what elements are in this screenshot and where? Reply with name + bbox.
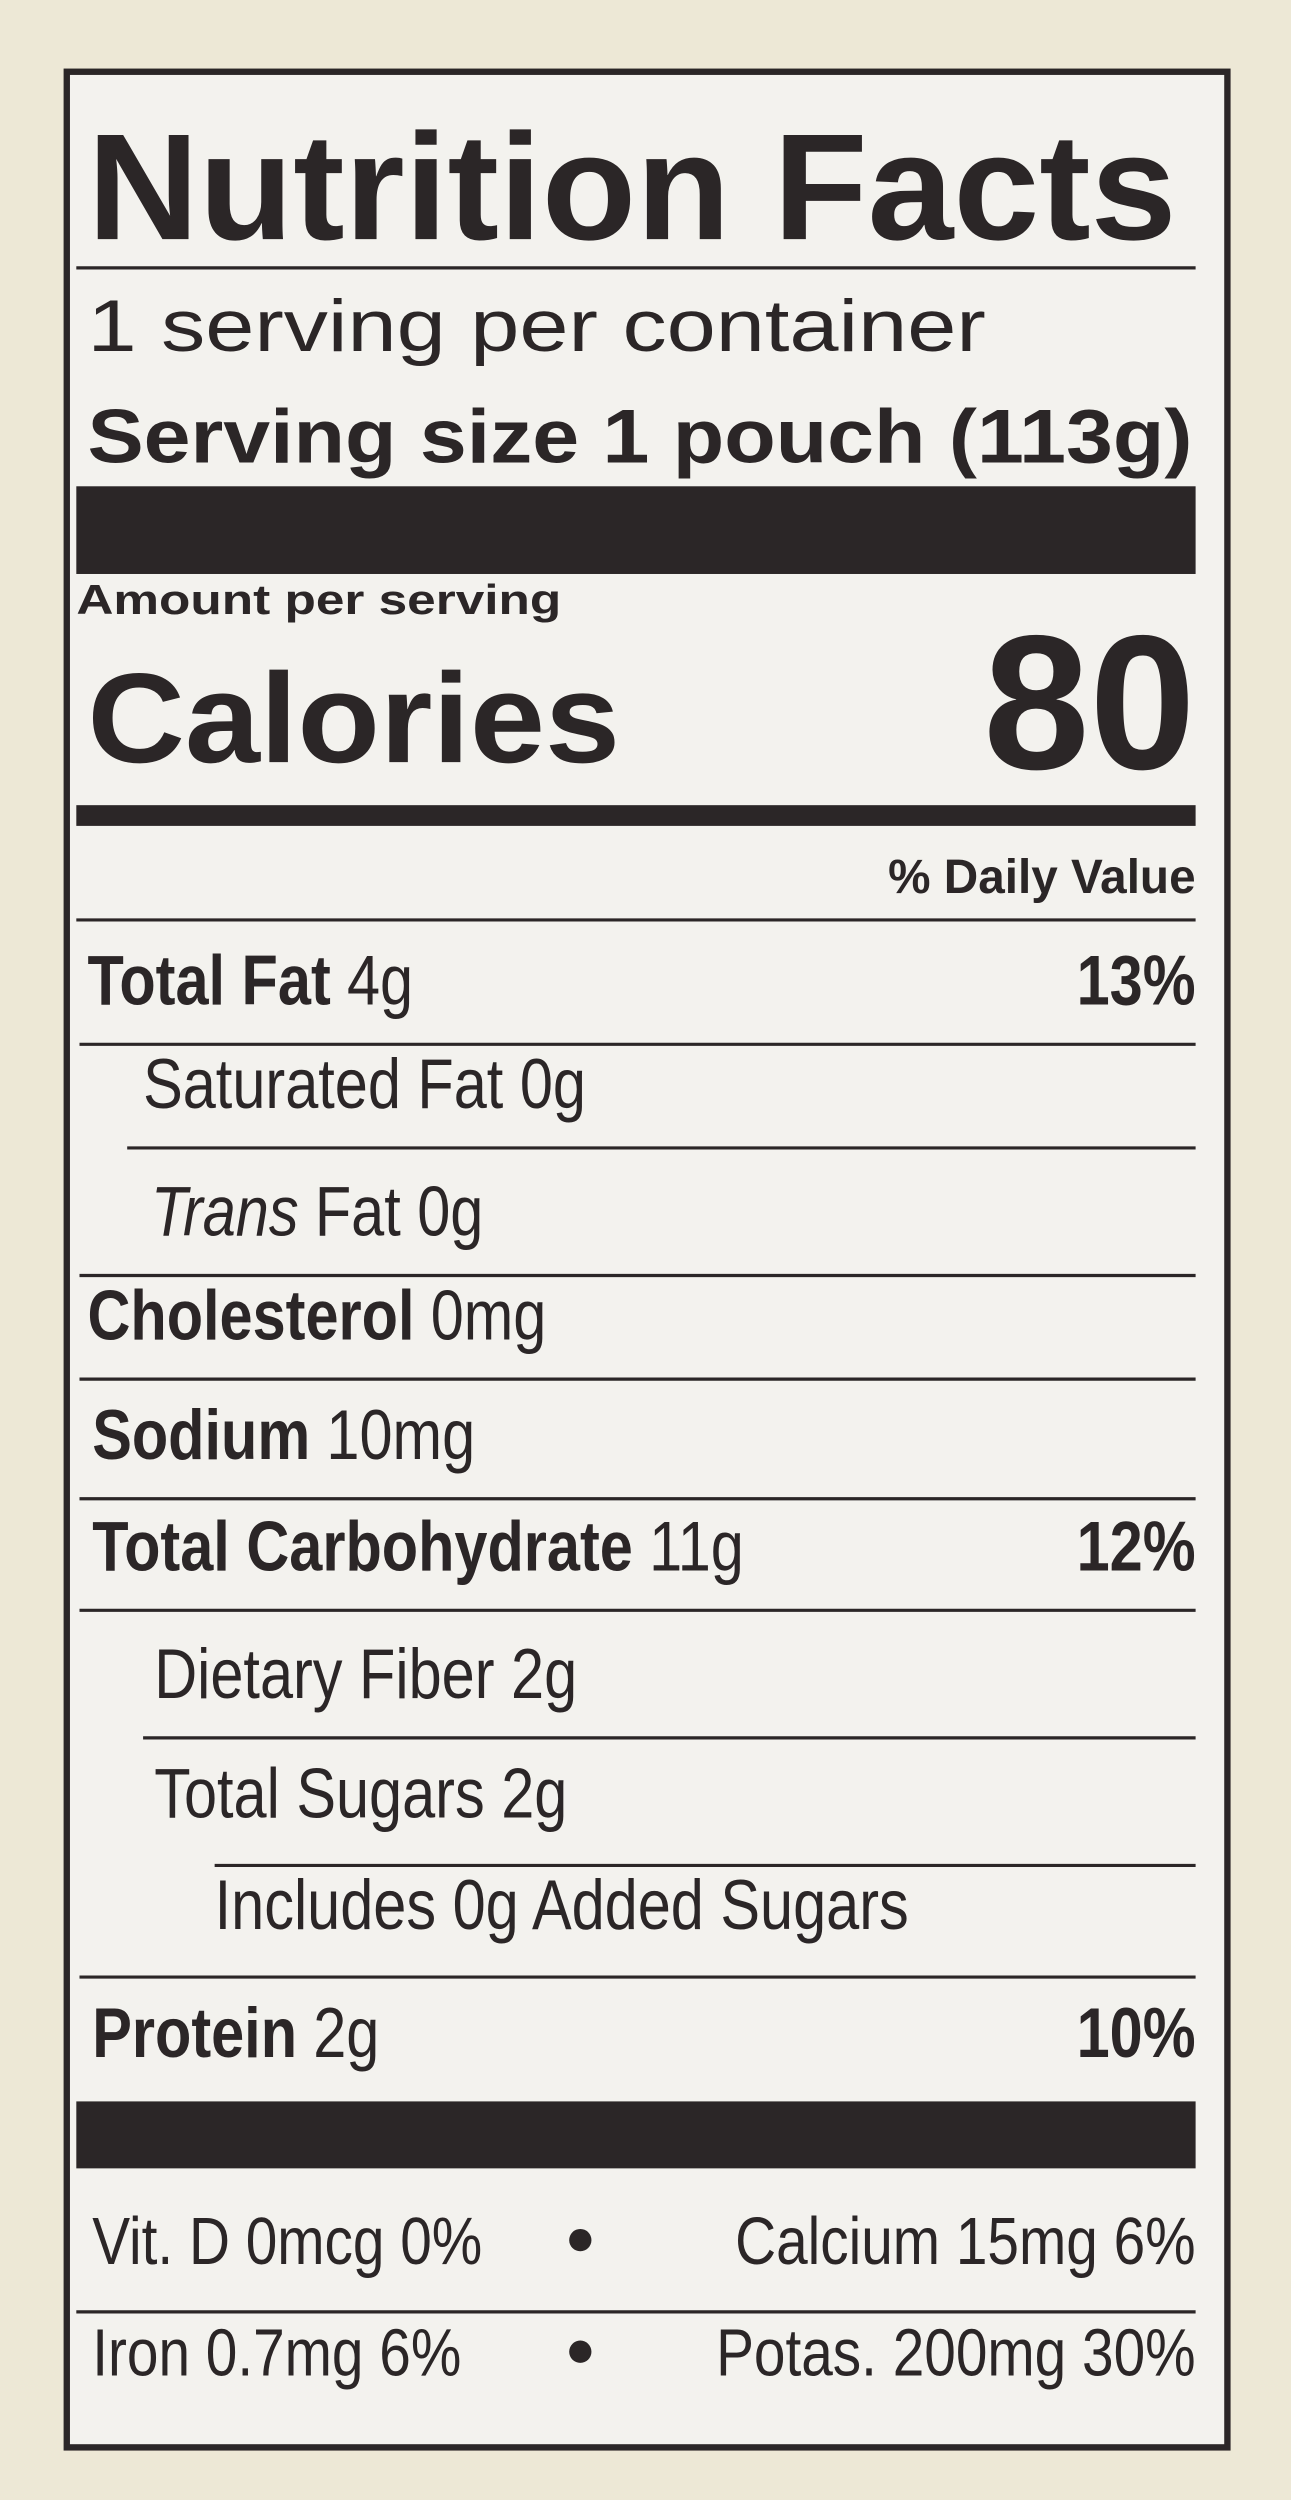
nutrient-amount: 2g xyxy=(313,1993,379,2072)
thick-bar xyxy=(76,2101,1196,2169)
vitamin: Vit. D 0mcg 0% xyxy=(92,2205,482,2279)
nutrient-name: Cholesterol xyxy=(87,1276,414,1355)
nutrient-name: Total Carbohydrate xyxy=(92,1507,633,1586)
nutrient-row: Saturated Fat 0g xyxy=(143,1044,586,1123)
calories-value: 80 xyxy=(983,596,1195,809)
nutrient-amount: 0mg xyxy=(431,1276,547,1355)
nutrient-row: Total Sugars 2g xyxy=(154,1754,567,1833)
daily-value: 12% xyxy=(1077,1507,1196,1586)
amount-per-serving: Amount per serving xyxy=(76,577,561,623)
serving-size: Serving size 1 pouch (113g) xyxy=(87,394,1192,479)
nutrient-amount: 10mg xyxy=(326,1395,475,1474)
medium-bar xyxy=(76,805,1196,826)
nutrient-name: Total Sugars 2g xyxy=(154,1754,567,1833)
nutrient-row: Trans Fat 0g xyxy=(151,1172,483,1251)
nutrient-amount: 4g xyxy=(347,941,413,1020)
nutrient-row: Sodium 10mg xyxy=(92,1395,475,1474)
servings: 1 serving per container xyxy=(87,285,985,367)
label-panel xyxy=(63,68,1231,2451)
daily-value: 10% xyxy=(1077,1993,1196,2072)
vitamin: Iron 0.7mg 6% xyxy=(92,2316,461,2390)
nutrient-amount: Fat 0g xyxy=(315,1172,484,1251)
nutrient-row: Cholesterol 0mg xyxy=(87,1276,546,1355)
nutrient-name: Protein xyxy=(92,1993,297,2072)
thick-bar xyxy=(76,486,1196,574)
daily-value-header: % Daily Value xyxy=(888,851,1195,904)
bullet xyxy=(569,2340,592,2363)
nutrient-amount: 11g xyxy=(649,1507,744,1586)
calories-label: Calories xyxy=(87,647,620,789)
nutrient-row: Total Carbohydrate 11g xyxy=(92,1507,744,1586)
nutrient-name: Dietary Fiber 2g xyxy=(154,1634,577,1713)
vitamin: Potas. 200mg 30% xyxy=(716,2316,1196,2390)
nutrient-name: Includes 0g Added Sugars xyxy=(215,1866,909,1945)
vitamin: Calcium 15mg 6% xyxy=(735,2205,1195,2279)
nutrient-name: Saturated Fat 0g xyxy=(143,1044,586,1123)
bullet xyxy=(569,2228,592,2252)
daily-value: 13% xyxy=(1077,941,1196,1020)
nutrient-name: Trans xyxy=(151,1172,299,1251)
title: Nutrition Facts xyxy=(87,103,1176,272)
nutrient-row: Includes 0g Added Sugars xyxy=(215,1866,909,1945)
nutrient-row: Protein 2g xyxy=(92,1993,379,2072)
nutrient-row: Total Fat 4g xyxy=(87,941,413,1020)
nutrient-name: Total Fat xyxy=(87,941,330,1020)
nutrient-name: Sodium xyxy=(92,1395,310,1474)
nutrient-row: Dietary Fiber 2g xyxy=(154,1634,577,1713)
